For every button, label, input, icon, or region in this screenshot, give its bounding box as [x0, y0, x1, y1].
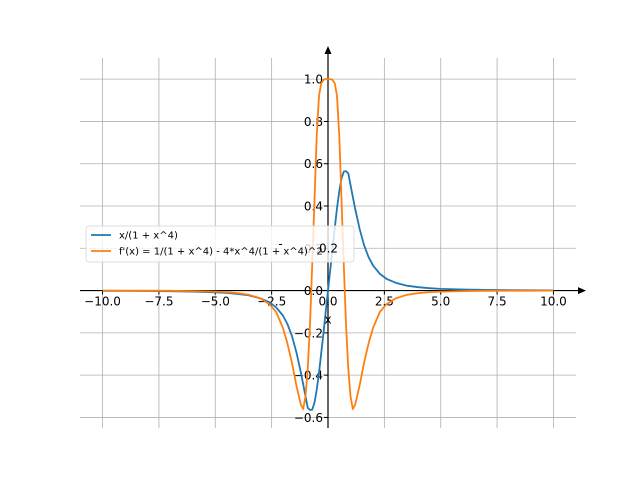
- x-tick-label: 0.0: [318, 295, 337, 309]
- y-tick-label: 1.0: [304, 73, 323, 87]
- x-tick-label: 2.5: [375, 295, 394, 309]
- x-tick-label: −7.5: [144, 295, 173, 309]
- series-lines: [102, 78, 554, 411]
- legend-label-1: x/(1 + x^4): [119, 231, 178, 242]
- y-tick-label: 0.8: [304, 115, 323, 129]
- y-tick-label: 0.0: [304, 284, 323, 298]
- x-tick-label: −10.0: [84, 295, 121, 309]
- y-tick-label: −0.6: [294, 411, 323, 425]
- legend-label-2: f'(x) = 1/(1 + x^4) - 4*x^4/(1 + x^4)^2: [119, 247, 323, 258]
- legend-box: [85, 225, 355, 263]
- legend: x/(1 + x^4) f'(x) = 1/(1 + x^4) - 4*x^4/(…: [85, 225, 355, 263]
- annotation-2: -: [278, 237, 282, 251]
- x-axis-arrow: [578, 287, 586, 295]
- y-axis-arrow: [324, 46, 332, 54]
- annotations: 0.2 -: [278, 237, 338, 255]
- y-tick-label: −0.2: [294, 326, 323, 340]
- y-tick-label: 0.6: [304, 157, 323, 171]
- x-tick-label: −2.5: [257, 295, 286, 309]
- series-line-2: [102, 78, 554, 410]
- annotation-1: 0.2: [319, 241, 338, 255]
- x-tick-label: 7.5: [488, 295, 507, 309]
- x-tick-label: 5.0: [431, 295, 450, 309]
- tick-labels: −10.0 −7.5 −5.0 −2.5 0.0 2.5 5.0 7.5 10.0 −0.6 −0.…: [84, 73, 567, 425]
- x-tick-label: 10.0: [540, 295, 567, 309]
- x-tick-label: −5.0: [201, 295, 230, 309]
- x-axis-label: x: [324, 313, 331, 327]
